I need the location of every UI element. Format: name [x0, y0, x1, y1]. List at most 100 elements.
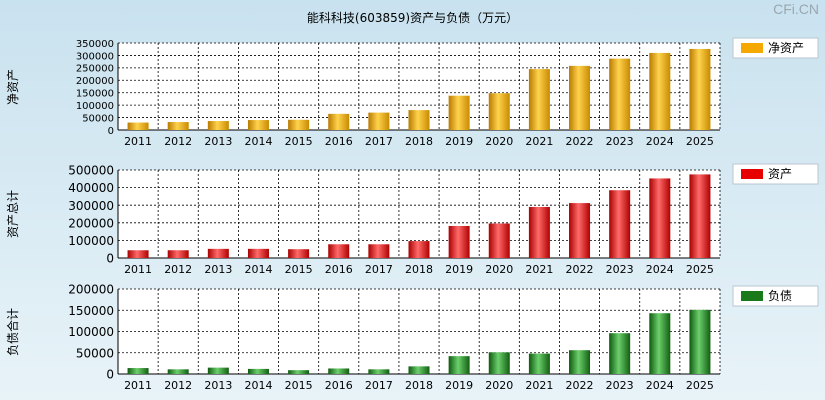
legend-label: 资产 [768, 167, 792, 181]
x-tick-label: 2014 [244, 135, 272, 148]
y-tick-label: 200000 [68, 283, 114, 297]
bar-2024 [649, 178, 671, 258]
x-tick-label: 2014 [244, 379, 272, 392]
y-tick-label: 250000 [76, 64, 114, 75]
y-tick-label: 200000 [76, 76, 114, 87]
legend-swatch [741, 291, 763, 301]
bar-2012 [167, 122, 189, 130]
bar-2025 [689, 174, 711, 258]
bar-2020 [488, 352, 510, 374]
bar-2018 [408, 241, 430, 258]
bar-2012 [167, 250, 189, 258]
x-tick-label: 2019 [445, 379, 473, 392]
x-tick-label: 2018 [405, 135, 433, 148]
x-tick-label: 2017 [365, 135, 393, 148]
x-tick-label: 2012 [164, 263, 192, 276]
bar-2016 [328, 244, 350, 258]
bar-2017 [368, 112, 390, 130]
bar-2013 [207, 121, 229, 130]
x-tick-label: 2022 [566, 263, 594, 276]
x-tick-label: 2011 [124, 379, 152, 392]
y-tick-label: 150000 [76, 89, 114, 100]
x-tick-label: 2015 [285, 263, 313, 276]
bar-2023 [609, 190, 631, 258]
bar-2015 [288, 249, 310, 258]
x-tick-label: 2023 [606, 135, 634, 148]
x-tick-label: 2025 [686, 263, 714, 276]
y-tick-label: 500000 [68, 164, 114, 178]
x-tick-label: 2020 [485, 263, 513, 276]
x-tick-label: 2019 [445, 263, 473, 276]
bar-2019 [448, 95, 470, 130]
y-tick-label: 100000 [76, 101, 114, 112]
x-tick-label: 2021 [525, 379, 553, 392]
x-tick-label: 2016 [325, 263, 353, 276]
x-tick-label: 2015 [285, 135, 313, 148]
bar-2013 [207, 248, 229, 258]
x-tick-label: 2022 [566, 135, 594, 148]
x-tick-label: 2016 [325, 135, 353, 148]
x-tick-label: 2021 [525, 135, 553, 148]
bar-2023 [609, 333, 631, 374]
bar-2020 [488, 223, 510, 258]
y-tick-label: 200000 [68, 216, 114, 230]
x-tick-label: 2012 [164, 135, 192, 148]
bar-2020 [488, 93, 510, 130]
y-axis-label: 净资产 [6, 69, 20, 105]
bar-2021 [528, 353, 550, 374]
bar-2023 [609, 58, 631, 130]
y-tick-label: 350000 [76, 39, 114, 50]
x-tick-label: 2017 [365, 379, 393, 392]
bar-2014 [247, 248, 269, 258]
x-tick-label: 2025 [686, 135, 714, 148]
bar-2022 [569, 203, 591, 258]
x-tick-label: 2019 [445, 135, 473, 148]
y-tick-label: 0 [106, 252, 114, 266]
x-tick-label: 2024 [646, 263, 674, 276]
chart-title: 能科科技(603859)资产与负债（万元） [306, 11, 519, 25]
bar-2011 [127, 250, 149, 258]
y-tick-label: 300000 [68, 199, 114, 213]
x-tick-label: 2013 [204, 135, 232, 148]
bar-2014 [247, 368, 269, 374]
bar-2025 [689, 309, 711, 374]
y-tick-label: 300000 [76, 51, 114, 62]
y-tick-label: 150000 [68, 304, 114, 318]
y-tick-label: 0 [108, 126, 114, 137]
bar-2019 [448, 225, 470, 258]
x-tick-label: 2024 [646, 135, 674, 148]
bar-2025 [689, 48, 711, 130]
bar-2022 [569, 65, 591, 130]
bar-2024 [649, 313, 671, 374]
legend-swatch [741, 43, 763, 53]
bar-2015 [288, 370, 310, 374]
x-tick-label: 2018 [405, 379, 433, 392]
x-tick-label: 2020 [485, 379, 513, 392]
y-tick-label: 100000 [68, 325, 114, 339]
x-tick-label: 2011 [124, 135, 152, 148]
x-tick-label: 2021 [525, 263, 553, 276]
bar-2011 [127, 122, 149, 130]
x-tick-label: 2023 [606, 379, 634, 392]
x-tick-label: 2025 [686, 379, 714, 392]
x-tick-label: 2017 [365, 263, 393, 276]
x-tick-label: 2014 [244, 263, 272, 276]
legend-label: 负债 [768, 289, 792, 303]
legend-label: 净资产 [768, 41, 804, 55]
bar-2013 [207, 367, 229, 374]
x-tick-label: 2013 [204, 263, 232, 276]
bar-2024 [649, 52, 671, 130]
x-tick-label: 2015 [285, 379, 313, 392]
bar-2018 [408, 110, 430, 130]
x-tick-label: 2018 [405, 263, 433, 276]
bar-2012 [167, 369, 189, 374]
x-tick-label: 2012 [164, 379, 192, 392]
y-tick-label: 50000 [76, 346, 114, 360]
x-tick-label: 2011 [124, 263, 152, 276]
bar-2014 [247, 120, 269, 130]
bar-2018 [408, 366, 430, 374]
bar-2016 [328, 368, 350, 374]
bar-2015 [288, 119, 310, 130]
y-tick-label: 400000 [68, 181, 114, 195]
